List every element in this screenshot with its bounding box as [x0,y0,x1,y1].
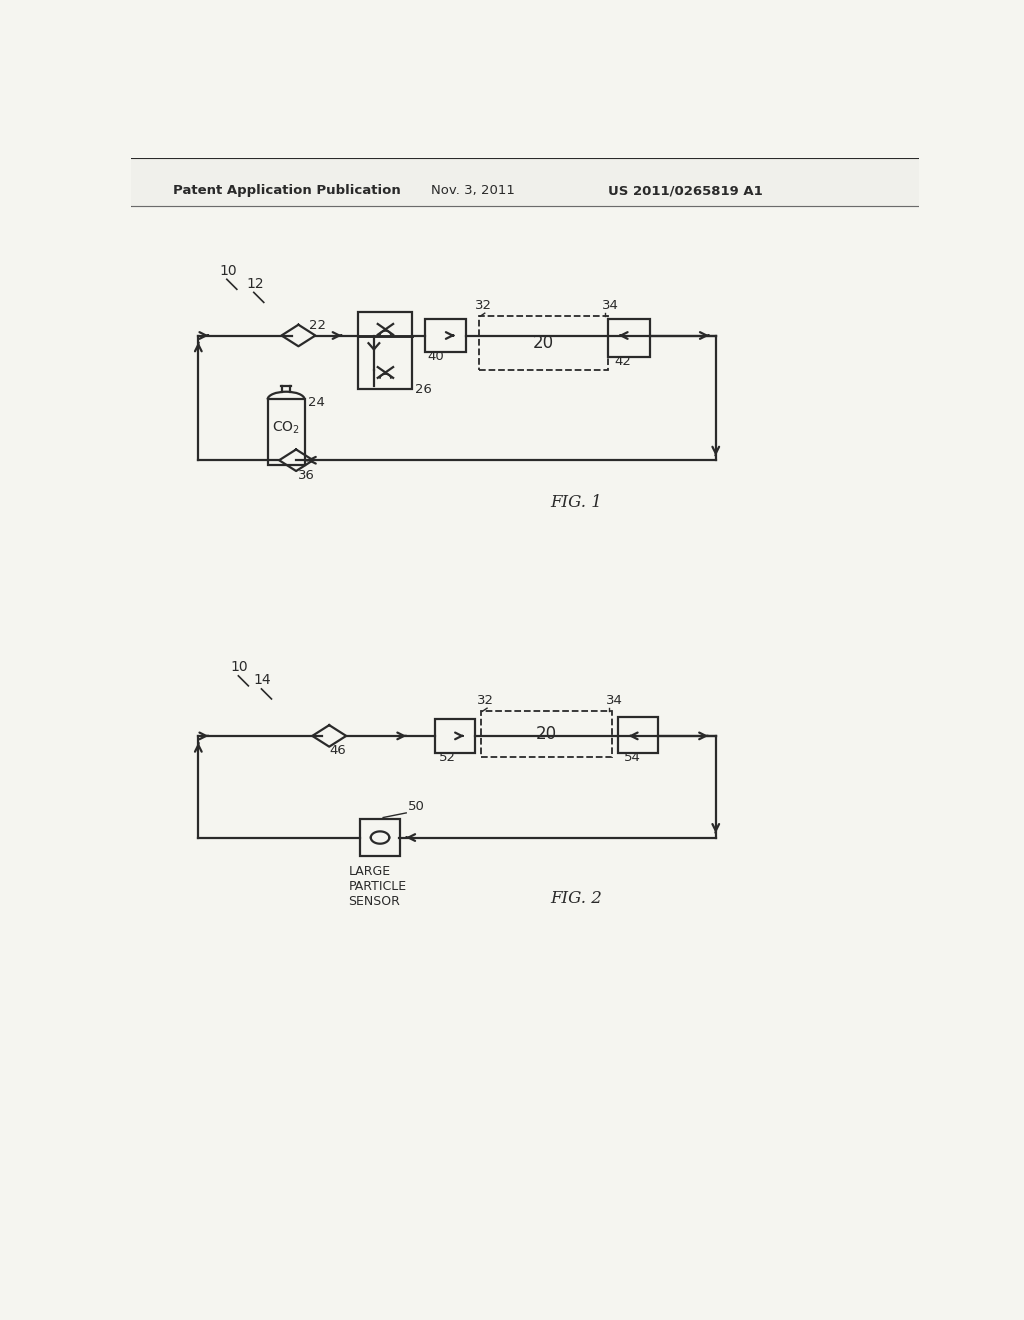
Bar [608,318,650,358]
Bar [358,313,413,389]
Text: 24: 24 [308,396,326,409]
Text: 54: 54 [625,751,641,763]
Text: Nov. 3, 2011: Nov. 3, 2011 [431,185,515,197]
Text: 14: 14 [254,673,271,688]
Text: 34: 34 [602,300,618,313]
Text: 36: 36 [298,469,315,482]
Bar [617,718,658,752]
Text: 26: 26 [415,383,431,396]
Text: 46: 46 [330,744,346,758]
Text: 20: 20 [536,726,557,743]
Text: 10: 10 [219,264,237,277]
Text: 12: 12 [246,277,264,290]
Text: 40: 40 [428,350,444,363]
Text: 50: 50 [408,800,425,813]
Bar [425,318,466,352]
Text: LARGE
PARTICLE
SENSOR: LARGE PARTICLE SENSOR [348,866,407,908]
Text: US 2011/0265819 A1: US 2011/0265819 A1 [608,185,763,197]
Bar [435,719,475,752]
Bar [131,158,920,206]
Text: 10: 10 [230,660,248,675]
Text: 22: 22 [309,318,327,331]
Text: 34: 34 [605,694,623,708]
Bar [481,711,611,758]
Bar [360,818,400,857]
Text: 32: 32 [475,300,492,313]
Text: CO$_2$: CO$_2$ [272,420,300,436]
Text: 42: 42 [614,355,631,368]
Text: 20: 20 [532,334,554,352]
Text: FIG. 1: FIG. 1 [550,494,602,511]
Text: FIG. 2: FIG. 2 [550,890,602,907]
Bar [267,400,304,465]
Text: Patent Application Publication: Patent Application Publication [173,185,400,197]
Bar [478,317,608,370]
Text: 52: 52 [438,751,456,763]
Text: 32: 32 [477,694,494,708]
